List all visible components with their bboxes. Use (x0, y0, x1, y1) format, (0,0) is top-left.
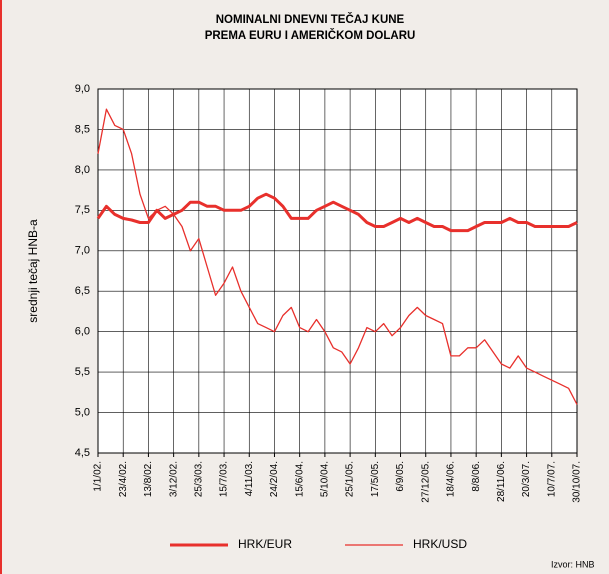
x-tick-label: 15/7/03. (219, 461, 230, 497)
x-tick-label: 1/1/02. (93, 461, 104, 492)
x-tick-label: 5/10/04. (320, 461, 331, 497)
legend-label: HRK/EUR (238, 537, 292, 551)
x-tick-label: 4/11/03. (244, 461, 255, 496)
plot-area (97, 88, 578, 454)
x-tick-label: 8/8/06. (471, 461, 482, 492)
source-note: Izvor: HNB (551, 559, 595, 569)
y-tick-label: 5,5 (75, 366, 90, 378)
x-tick-label: 18/4/06. (446, 461, 457, 497)
x-tick-label: 15/6/04. (294, 461, 305, 497)
y-tick-label: 4,5 (75, 447, 90, 459)
y-tick-label: 8,5 (75, 123, 90, 135)
x-tick-label: 17/5/05. (370, 461, 381, 497)
chart-title: NOMINALNI DNEVNI TEČAJ KUNE (216, 13, 405, 26)
y-tick-label: 6,0 (75, 326, 90, 338)
x-tick-label: 6/9/05. (395, 461, 406, 492)
y-tick-label: 6,5 (75, 285, 90, 297)
x-tick-label: 20/3/07. (521, 461, 532, 497)
data-line (97, 108, 578, 405)
x-tick-label: 30/10/07. (572, 461, 583, 503)
data-line (96, 192, 578, 233)
x-tick-label: 28/11/06. (496, 461, 507, 502)
x-tick-label: 25/3/03. (193, 461, 204, 497)
x-tick-label: 25/1/05. (345, 461, 356, 497)
y-tick-label: 5,0 (75, 406, 90, 418)
y-tick-label: 7,0 (75, 245, 90, 257)
chart-title: PREMA EURU I AMERIČKOM DOLARU (205, 29, 416, 42)
y-axis-label: srednji tečaj HNB-a (26, 219, 40, 323)
x-tick-label: 23/4/02. (118, 461, 129, 497)
legend-label: HRK/USD (413, 537, 467, 551)
y-tick-label: 7,5 (75, 204, 90, 216)
x-tick-label: 10/7/07. (546, 461, 557, 497)
y-tick-label: 8,0 (75, 164, 90, 176)
x-tick-label: 13/8/02. (143, 461, 154, 497)
x-tick-label: 27/12/05. (420, 461, 431, 503)
x-tick-label: 24/2/04. (269, 461, 280, 497)
x-tick-label: 3/12/02. (168, 461, 179, 497)
y-tick-label: 9,0 (75, 83, 90, 95)
